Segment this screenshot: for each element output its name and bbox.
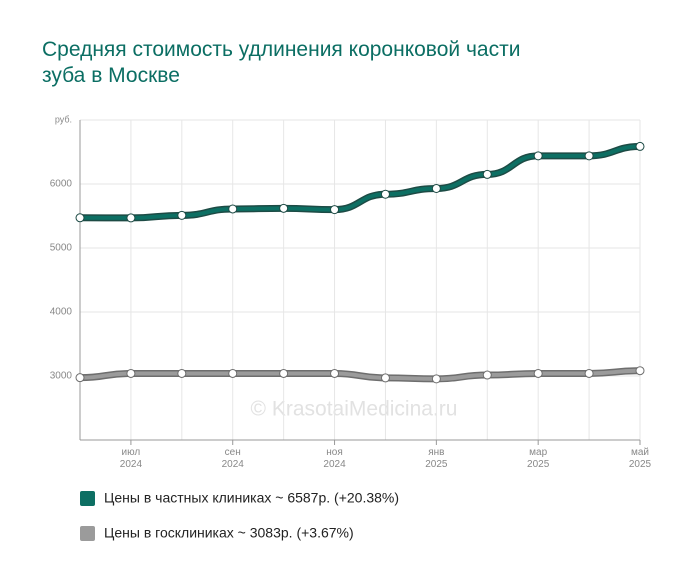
point <box>126 213 136 223</box>
point <box>635 141 645 151</box>
y-tick-label: руб. <box>55 114 72 124</box>
watermark: © KrasotaiMedicina.ru <box>251 398 458 421</box>
point <box>635 366 645 376</box>
point <box>228 204 238 214</box>
legend-swatch <box>80 526 95 541</box>
y-tick-label: 5000 <box>50 243 73 254</box>
y-tick-label: 4000 <box>50 307 73 318</box>
legend-label: Цены в частных клиниках ~ 6587р. (+20.38… <box>104 490 399 506</box>
x-tick-label: сен 2024 <box>222 447 245 470</box>
point <box>533 368 543 378</box>
point <box>431 183 441 193</box>
point <box>279 203 289 213</box>
point <box>584 368 594 378</box>
x-tick-label: июл 2024 <box>120 447 143 470</box>
point <box>75 213 85 223</box>
point <box>482 370 492 380</box>
point <box>177 210 187 220</box>
point <box>431 374 441 384</box>
y-tick-label: 3000 <box>50 371 73 382</box>
point <box>126 368 136 378</box>
x-tick-label: май 2025 <box>629 447 652 470</box>
point <box>330 368 340 378</box>
point <box>75 373 85 383</box>
point <box>330 205 340 215</box>
point <box>584 151 594 161</box>
point <box>380 189 390 199</box>
y-tick-label: 6000 <box>50 179 73 190</box>
legend-label: Цены в госклиниках ~ 3083р. (+3.67%) <box>104 525 354 541</box>
point <box>533 151 543 161</box>
chart-title: Средняя стоимость удлинения коронковой ч… <box>42 38 520 87</box>
point <box>228 368 238 378</box>
point <box>177 368 187 378</box>
x-tick-label: янв 2025 <box>425 447 448 470</box>
legend-swatch <box>80 491 95 506</box>
point <box>482 169 492 179</box>
x-tick-label: ноя 2024 <box>323 447 346 470</box>
line <box>78 368 642 381</box>
x-tick-label: мар 2025 <box>527 447 550 470</box>
point <box>279 368 289 378</box>
point <box>380 373 390 383</box>
